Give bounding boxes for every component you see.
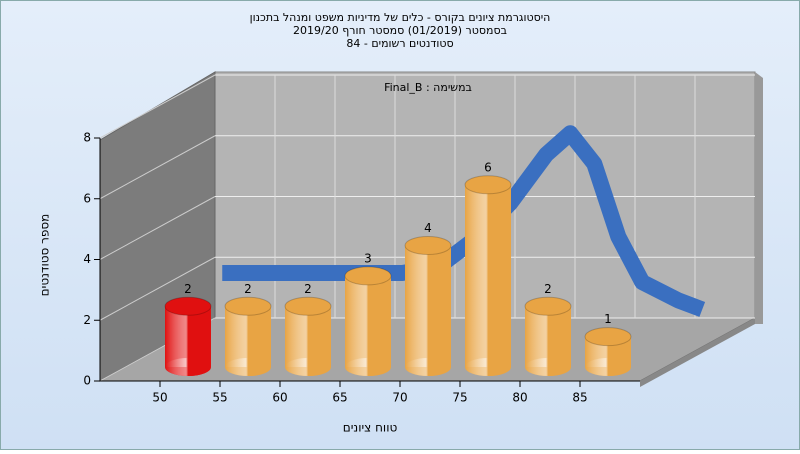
bar-bottom-shade [285,358,331,376]
data-label: 2 [184,282,192,296]
bar-body [525,306,571,367]
bar-bottom-shade [165,358,211,376]
y-tick-label: 8 [83,131,91,145]
bar [284,296,332,376]
bar-body [465,184,511,367]
data-label: 1 [604,312,612,326]
bar-top [284,296,332,316]
chart-subtitle: סטודנטים רשומים - 84 [346,37,453,50]
data-label: 2 [244,282,252,296]
annotation: Final_B : במשימה [384,81,472,94]
wall-edge [755,72,763,324]
bar [404,236,452,376]
y-tick-label: 0 [83,374,91,388]
y-tick-label: 6 [83,191,91,205]
bar [524,296,572,376]
bar-body [405,245,451,367]
y-axis-label: מספר סטודנטים [38,214,52,297]
floor-edge [640,318,755,387]
grid-line [99,74,216,139]
x-tick-label: 60 [272,391,287,405]
chart-title: היסטוגרמת ציונים בקורס - כלים של מדיניות… [250,11,551,24]
y-tick-label: 2 [83,313,91,327]
bar-top [584,327,632,347]
data-label: 6 [484,160,492,174]
grid-line [99,256,216,321]
chart-subtitle: בסמסטר (01/2019) סמסטר חורף 2019/20 [293,24,507,37]
bar-bottom-shade [225,358,271,376]
grid-line [99,135,216,200]
x-tick-label: 85 [572,391,587,405]
x-tick-label: 80 [512,391,527,405]
y-tick-label: 4 [83,252,91,266]
grid-line [99,196,216,260]
x-tick-label: 70 [392,391,407,405]
bar-bottom-shade [405,358,451,376]
x-axis-label: טווח ציונים [343,421,398,435]
bar [464,175,512,376]
data-label: 4 [424,221,432,235]
bar [584,327,632,376]
data-label: 3 [364,251,372,265]
bar-bottom-shade [585,358,631,376]
bar-body [165,306,211,367]
bar-top [164,296,212,316]
bar-bottom-shade [465,358,511,376]
bar-top [344,266,392,286]
x-tick-label: 55 [212,391,227,405]
bar-top [224,296,272,316]
x-tick-label: 75 [452,391,467,405]
bar-bottom-shade [525,358,571,376]
bar-top [524,296,572,316]
bar-body [345,275,391,367]
bar [344,266,392,376]
bar [164,296,212,376]
data-label: 2 [544,282,552,296]
x-tick-label: 50 [152,391,167,405]
bar-bottom-shade [345,358,391,376]
bar-top [464,175,512,195]
bar-top [404,236,452,255]
bar-body [285,306,331,367]
bar [224,296,272,376]
x-tick-label: 65 [332,391,347,405]
data-label: 2 [304,282,312,296]
bar-body [225,306,271,367]
